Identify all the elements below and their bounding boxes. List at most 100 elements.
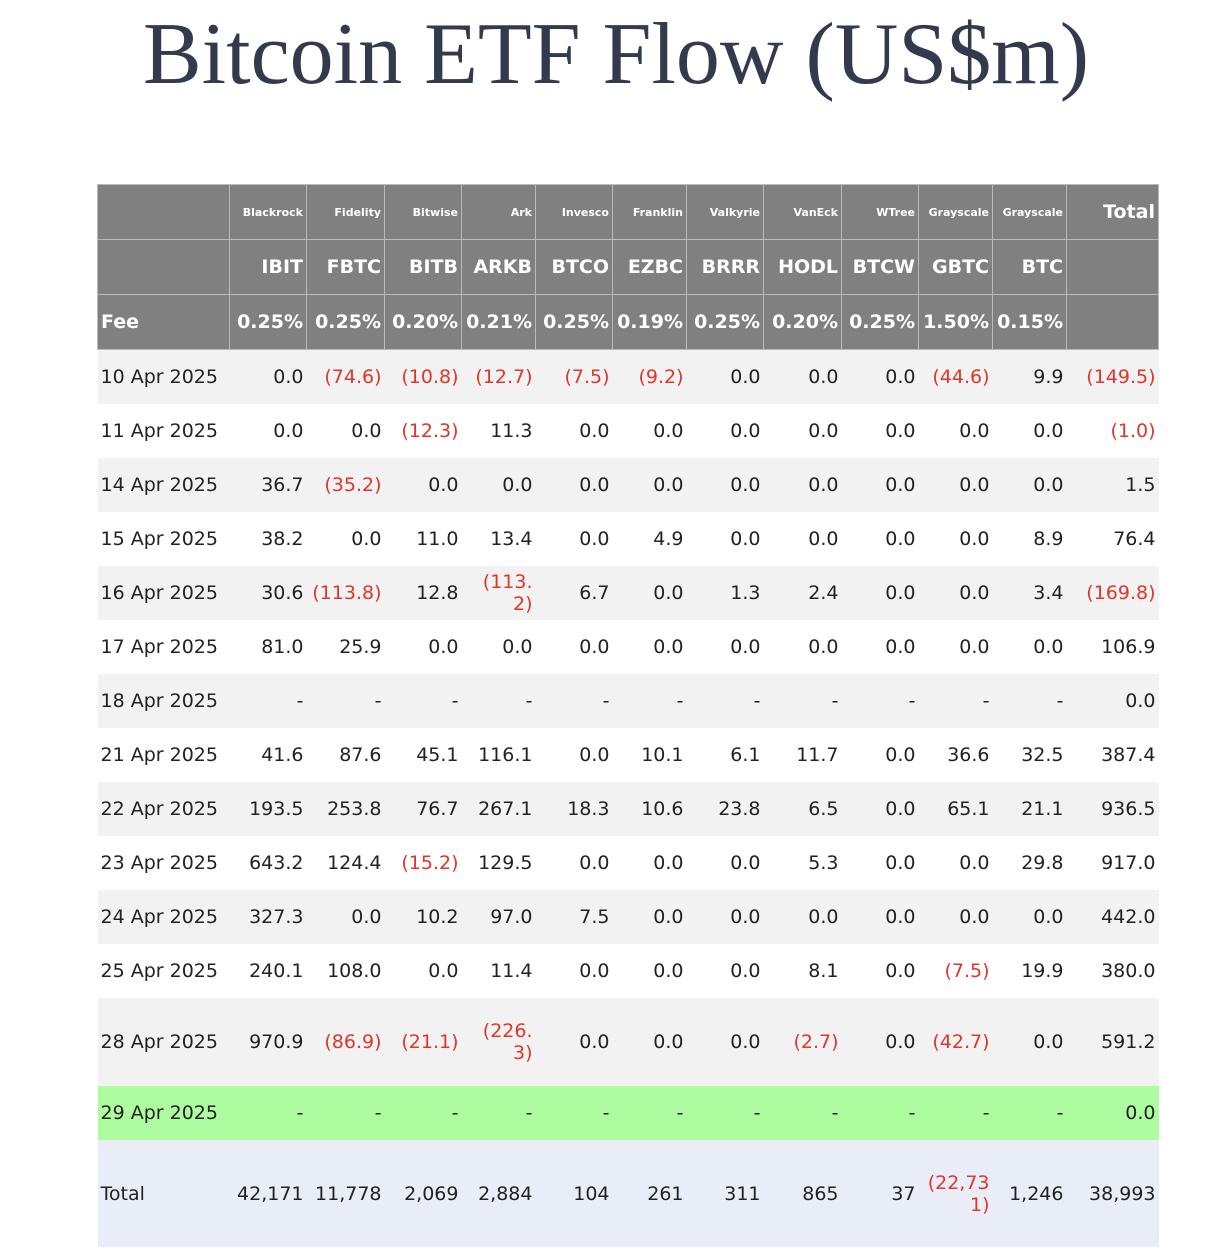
flow-cell: 2.4 (763, 566, 842, 620)
flow-cell: 129.5 (461, 836, 536, 890)
flow-cell: 0.0 (992, 620, 1067, 674)
date-cell: 28 Apr 2025 (97, 998, 230, 1086)
flow-cell: 6.7 (535, 566, 613, 620)
flow-cell: 253.8 (306, 782, 385, 836)
flow-cell: 387.4 (1066, 728, 1159, 782)
date-cell: 21 Apr 2025 (97, 728, 230, 782)
flow-cell: - (535, 1086, 613, 1140)
flow-cell: - (612, 674, 687, 728)
flow-cell: 0.0 (535, 944, 613, 998)
fee-row: Fee 0.25% 0.25% 0.20% 0.21% 0.25% 0.19% 0.25% 0.… (97, 294, 1159, 350)
flow-cell: 30.6 (229, 566, 307, 620)
issuer-row: Blackrock Fidelity Bitwise Ark Invesco Frankl… (97, 184, 1159, 240)
flow-cell: 0.0 (841, 566, 919, 620)
flow-cell: 65.1 (918, 782, 993, 836)
flow-row: 18 Apr 2025- - - - - - - - - - -0.0 (97, 674, 1159, 728)
flow-cell: 0.0 (841, 944, 919, 998)
flow-cell: 13.4 (461, 512, 536, 566)
flow-row: 17 Apr 2025 81.0 25.9 0.0 0.0 0.0 0.0 0.0 0.0 0.0… (97, 620, 1159, 674)
total-row: Total 42,171 11,778 2,069 2,884 104 261 311 865 3… (97, 1140, 1159, 1247)
flow-cell: 116.1 (461, 728, 536, 782)
flow-cell: 0.0 (535, 998, 613, 1086)
flow-cell: 36.7 (229, 458, 307, 512)
flow-cell: 29.8 (992, 836, 1067, 890)
flow-cell: 0.0 (535, 512, 613, 566)
flow-cell: 0.0 (461, 458, 536, 512)
flow-cell: 38.2 (229, 512, 307, 566)
flow-cell: 193.5 (229, 782, 307, 836)
flow-cell: 240.1 (229, 944, 307, 998)
flow-cell: 0.0 (612, 458, 687, 512)
flow-cell: - (612, 1086, 687, 1140)
ticker-header: IBIT (229, 239, 307, 295)
flow-cell: 25.9 (306, 620, 385, 674)
flow-cell: 76.7 (384, 782, 462, 836)
flow-cell: (74.6) (306, 349, 385, 404)
date-cell: 11 Apr 2025 (97, 404, 230, 458)
flow-cell: 10.2 (384, 890, 462, 944)
ticker-header: FBTC (306, 239, 385, 295)
fee-cell: 0.19% (612, 294, 687, 350)
flow-cell: 442.0 (1066, 890, 1159, 944)
flow-cell: 0.0 (841, 890, 919, 944)
total-cell: 1,246 (992, 1140, 1067, 1247)
flow-cell: 32.5 (992, 728, 1067, 782)
issuer-header: Bitwise (384, 184, 462, 240)
flow-cell: 5.3 (763, 836, 842, 890)
flow-cell: 0.0 (306, 512, 385, 566)
flow-cell: 0.0 (535, 836, 613, 890)
flow-cell: (12.3) (384, 404, 462, 458)
flow-cell: 0.0 (763, 349, 842, 404)
flow-cell: - (384, 1086, 462, 1140)
flow-cell: 380.0 (1066, 944, 1159, 998)
ticker-header: EZBC (612, 239, 687, 295)
total-cell: 2,069 (384, 1140, 462, 1247)
flow-row: 14 Apr 2025 36.7 (35.2) 0.0 0.0 0.0 0.0 0.0 0.0 0… (97, 458, 1159, 512)
flow-cell: (12.7) (461, 349, 536, 404)
date-cell: 14 Apr 2025 (97, 458, 230, 512)
flow-cell: 124.4 (306, 836, 385, 890)
total-cell: (22,731) (918, 1140, 993, 1247)
flow-cell: 0.0 (535, 458, 613, 512)
flow-cell: 0.0 (229, 349, 307, 404)
flow-cell: 0.0 (686, 944, 764, 998)
empty-cell (1066, 294, 1159, 350)
date-cell: 10 Apr 2025 (97, 349, 230, 404)
flow-cell: 0.0 (306, 890, 385, 944)
flow-cell: 0.0 (686, 512, 764, 566)
flow-cell: 0.0 (841, 998, 919, 1086)
fee-label: Fee (97, 294, 230, 350)
fee-cell: 1.50% (918, 294, 993, 350)
flow-cell: 0.0 (763, 620, 842, 674)
flow-cell: 0.0 (763, 890, 842, 944)
flow-cell: 0.0 (918, 512, 993, 566)
total-cell: 311 (686, 1140, 764, 1247)
issuer-header: Fidelity (306, 184, 385, 240)
flow-cell: - (686, 1086, 764, 1140)
total-cell: 37 (841, 1140, 919, 1247)
flow-row: 29 Apr 2025- - - - - - - - - - -0.0 (97, 1086, 1159, 1140)
issuer-header: Grayscale (992, 184, 1067, 240)
empty-cell (97, 239, 230, 295)
flow-row: 25 Apr 2025 240.1 108.0 0.0 11.4 0.0 0.0 0.0 8.1… (97, 944, 1159, 998)
date-cell: 16 Apr 2025 (97, 566, 230, 620)
flow-cell: 11.0 (384, 512, 462, 566)
flow-cell: 970.9 (229, 998, 307, 1086)
flow-cell: - (384, 674, 462, 728)
flow-cell: (10.8) (384, 349, 462, 404)
flow-cell: 0.0 (841, 728, 919, 782)
flow-cell: 45.1 (384, 728, 462, 782)
flow-cell: 0.0 (992, 458, 1067, 512)
ticker-header: ARKB (461, 239, 536, 295)
issuer-header: Blackrock (229, 184, 307, 240)
flow-cell: (226.3) (461, 998, 536, 1086)
table-header: Blackrock Fidelity Bitwise Ark Invesco Frankl… (97, 184, 1159, 350)
flow-cell: (113.2) (461, 566, 536, 620)
ticker-header: GBTC (918, 239, 993, 295)
flow-cell: 11.7 (763, 728, 842, 782)
flow-cell: 21.1 (992, 782, 1067, 836)
flow-cell: - (686, 674, 764, 728)
flow-cell: 0.0 (918, 836, 993, 890)
flow-cell: 0.0 (992, 404, 1067, 458)
flow-cell: 0.0 (841, 836, 919, 890)
